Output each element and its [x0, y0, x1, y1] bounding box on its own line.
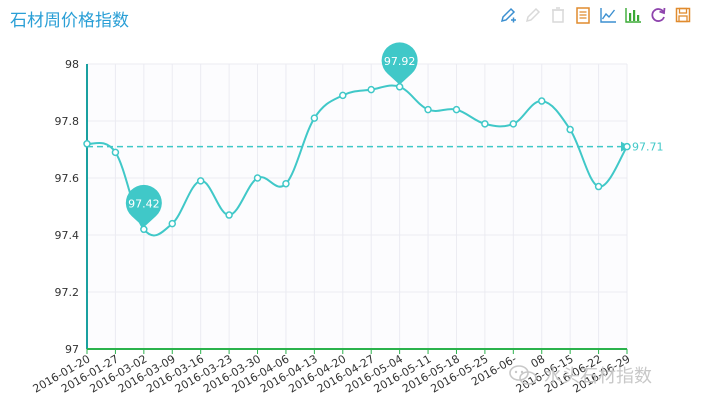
min-marker	[125, 184, 162, 228]
mark-clear-icon[interactable]	[548, 5, 568, 25]
data-point	[481, 120, 489, 128]
data-view-icon[interactable]	[573, 5, 593, 25]
data-point	[253, 174, 262, 182]
y-tick-label: 97.4	[55, 229, 80, 242]
data-point	[225, 211, 233, 219]
wechat-icon	[509, 365, 537, 385]
x-tick-label: 08	[529, 352, 548, 370]
y-tick-label: 97.8	[55, 115, 80, 128]
line-chart-icon[interactable]	[598, 5, 618, 25]
data-point	[594, 182, 603, 191]
data-point	[282, 179, 290, 188]
data-point	[424, 105, 432, 114]
chart-title: 石材周价格指数	[10, 11, 129, 31]
watermark-text: 水头石材指数	[544, 366, 652, 387]
mark-undo-icon[interactable]	[523, 5, 543, 25]
data-point	[310, 114, 319, 122]
mark-icon[interactable]	[498, 5, 518, 25]
y-tick-label: 97.2	[55, 286, 80, 299]
max-marker	[381, 42, 418, 85]
data-point	[509, 120, 518, 128]
chart-toolbox	[498, 5, 693, 27]
bar-chart-icon[interactable]	[623, 5, 643, 25]
data-point	[367, 85, 375, 94]
data-point	[623, 142, 631, 151]
y-tick-label: 97	[65, 343, 79, 356]
save-image-icon[interactable]	[673, 5, 693, 25]
data-point	[452, 105, 461, 114]
data-point	[168, 219, 177, 228]
data-point	[196, 177, 205, 185]
y-tick-label: 97.6	[55, 172, 80, 185]
data-point	[566, 125, 574, 134]
watermark: 水头石材指数	[508, 362, 652, 388]
plot-area	[87, 64, 627, 349]
data-point	[83, 140, 91, 148]
y-tick-label: 98	[65, 58, 79, 71]
data-point	[111, 148, 120, 157]
data-point	[339, 91, 347, 100]
average-line-label: 97.71	[632, 141, 664, 154]
max-marker-label: 97.92	[384, 55, 416, 68]
min-marker-label: 97.42	[128, 197, 160, 210]
data-point	[537, 97, 546, 105]
restore-icon[interactable]	[648, 5, 668, 25]
